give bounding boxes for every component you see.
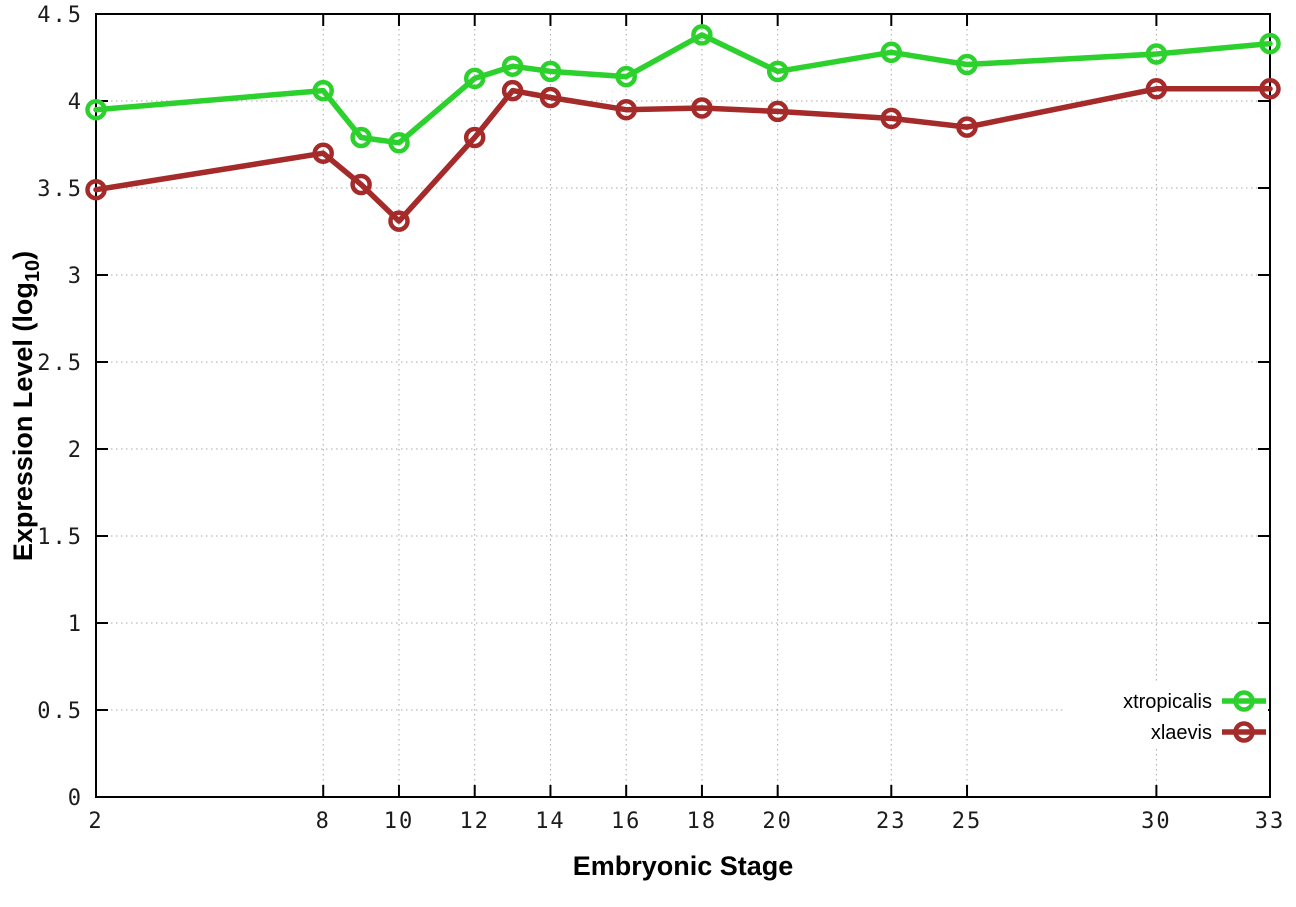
data-point-xtropicalis [501,55,524,77]
y-axis-label: Expression Level (log10) [8,251,44,561]
data-point-xlaevis [956,116,978,138]
y-tick-label: 2.5 [37,351,83,376]
x-tick-label: 10 [384,809,415,834]
x-tick-label: 12 [459,809,490,834]
data-point-xtropicalis [766,60,789,83]
data-point-xtropicalis [539,60,562,83]
x-tick-label: 14 [535,809,566,834]
x-axis-label: Embryonic Stage [573,851,794,881]
data-point-xtropicalis [463,67,486,90]
data-point-xlaevis [880,107,903,130]
x-tick-label: 23 [876,809,907,834]
plot-border [95,13,1271,798]
data-point-xlaevis [1145,78,1168,100]
y-tick-label: 0.5 [37,699,83,724]
data-point-xlaevis [312,142,334,164]
x-tick-label: 18 [687,809,718,834]
legend-marker-xtropicalis [1233,690,1255,712]
x-tick-label: 33 [1255,809,1286,834]
x-tick-label: 20 [762,809,793,834]
y-tick-label: 3.5 [37,177,83,202]
y-tick-label: 1 [68,612,83,637]
x-tick-label: 16 [611,809,642,834]
data-point-xtropicalis [1259,32,1281,55]
y-tick-label: 0 [68,786,83,811]
labels-layer: Embryonic Stage Expression Level (log10) [8,251,793,881]
y-tick-label: 4.5 [37,3,83,28]
data-point-xlaevis [463,126,486,149]
data-point-xlaevis [766,100,789,123]
data-point-xlaevis [501,79,524,102]
data-point-xtropicalis [1145,43,1168,65]
x-tick-label: 2 [88,809,103,834]
axes-layer: 2 8 10 12 14 16 18 20 23 25 30 33 0 0.5 1 1.5 2 2.5 3 3.5 4 4… [37,3,1286,834]
grid-layer [96,14,1270,797]
data-point-xlaevis [691,97,713,119]
legend-box [1064,683,1268,747]
data-point-xtropicalis [85,98,107,121]
y-tick-label: 2 [68,438,83,463]
x-tick-label: 8 [316,809,331,834]
data-point-xtropicalis [615,65,637,88]
series-layer [85,24,1281,232]
x-tick-label: 25 [952,809,983,834]
legend-label-xtropicalis: xtropicalis [1123,691,1212,713]
data-point-xtropicalis [956,53,978,76]
data-point-xlaevis [350,173,372,196]
data-point-xtropicalis [312,79,334,102]
series-line-xlaevis [93,86,1273,224]
data-point-xlaevis [85,178,107,201]
y-tick-label: 4 [68,90,83,115]
data-point-xlaevis [1259,78,1281,100]
data-point-xtropicalis [691,24,713,46]
legend-label-xlaevis: xlaevis [1151,722,1212,744]
x-tick-label: 30 [1141,809,1172,834]
series-line-xtropicalis [93,32,1273,146]
data-point-xtropicalis [880,41,903,64]
data-point-xtropicalis [350,126,372,149]
legend-marker-xlaevis [1233,721,1255,743]
y-tick-label: 1.5 [37,525,83,550]
data-point-xlaevis [539,86,562,109]
data-point-xtropicalis [388,132,410,154]
data-point-xlaevis [388,210,410,232]
data-point-xlaevis [615,98,637,121]
y-tick-label: 3 [68,264,83,289]
legend: xtropicalis xlaevis [1064,683,1268,747]
